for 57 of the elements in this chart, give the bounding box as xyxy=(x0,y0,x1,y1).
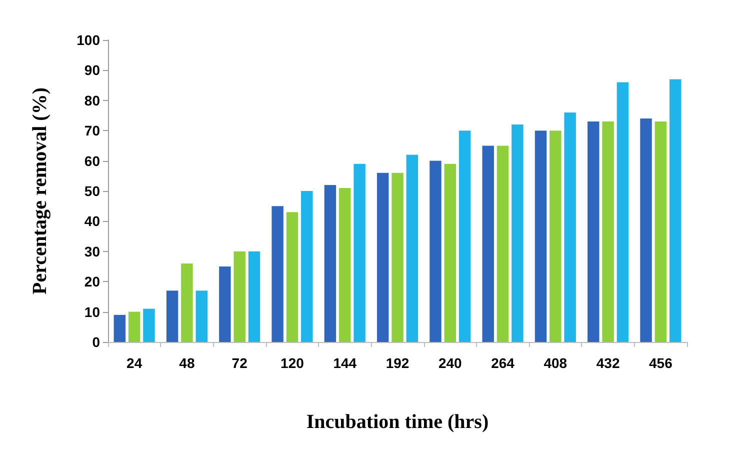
x-tick-label: 48 xyxy=(179,355,195,371)
y-tick-label: 100 xyxy=(76,32,100,48)
x-tick-label: 456 xyxy=(649,355,673,371)
bar xyxy=(128,312,140,342)
x-tick-label: 408 xyxy=(544,355,568,371)
x-tick-label: 192 xyxy=(386,355,410,371)
bar xyxy=(444,164,456,342)
bar xyxy=(234,251,246,342)
y-tick-label: 60 xyxy=(84,152,100,169)
bar xyxy=(640,118,652,342)
bar xyxy=(602,122,614,342)
x-tick-label: 264 xyxy=(491,355,515,371)
bar xyxy=(324,184,336,342)
bar xyxy=(430,160,442,342)
bar xyxy=(534,130,547,342)
x-tick-label: 432 xyxy=(596,355,620,371)
y-tick-label: 0 xyxy=(92,334,100,350)
bar xyxy=(114,314,126,342)
bar xyxy=(496,146,509,342)
x-tick-label: 72 xyxy=(232,355,248,371)
bar xyxy=(616,82,629,342)
x-tick-label: 240 xyxy=(438,355,462,371)
bar xyxy=(339,188,351,342)
bar xyxy=(181,263,193,342)
x-tick-label: 144 xyxy=(333,355,357,371)
y-tick-label: 90 xyxy=(84,62,100,78)
bar xyxy=(248,251,260,342)
bar xyxy=(482,146,494,342)
y-tick-label: 20 xyxy=(84,274,100,290)
bar xyxy=(272,206,284,342)
bar xyxy=(588,122,600,342)
bar xyxy=(376,172,389,342)
bar xyxy=(392,172,404,342)
bar xyxy=(219,266,231,342)
bar xyxy=(654,122,667,342)
bar xyxy=(458,130,471,342)
bar xyxy=(301,191,313,342)
y-tick-label: 80 xyxy=(84,92,100,108)
bar xyxy=(512,124,524,342)
bar xyxy=(354,164,366,342)
bar xyxy=(196,290,208,342)
bar xyxy=(669,79,682,342)
x-tick-label: 120 xyxy=(280,355,304,371)
y-tick-label: 50 xyxy=(84,183,100,199)
y-tick-label: 70 xyxy=(84,122,100,139)
bar xyxy=(286,212,298,342)
bar xyxy=(143,308,155,342)
y-tick-label: 40 xyxy=(84,213,100,230)
bar xyxy=(166,290,178,342)
bar xyxy=(550,130,562,342)
bar xyxy=(406,154,418,342)
x-tick-label: 24 xyxy=(126,355,142,371)
y-tick-label: 10 xyxy=(84,304,100,320)
y-tick-label: 30 xyxy=(84,243,100,260)
y-axis-title: Percentage removal (%) xyxy=(29,88,51,294)
x-axis-title: Incubation time (hrs) xyxy=(306,411,489,433)
bar xyxy=(564,112,576,342)
